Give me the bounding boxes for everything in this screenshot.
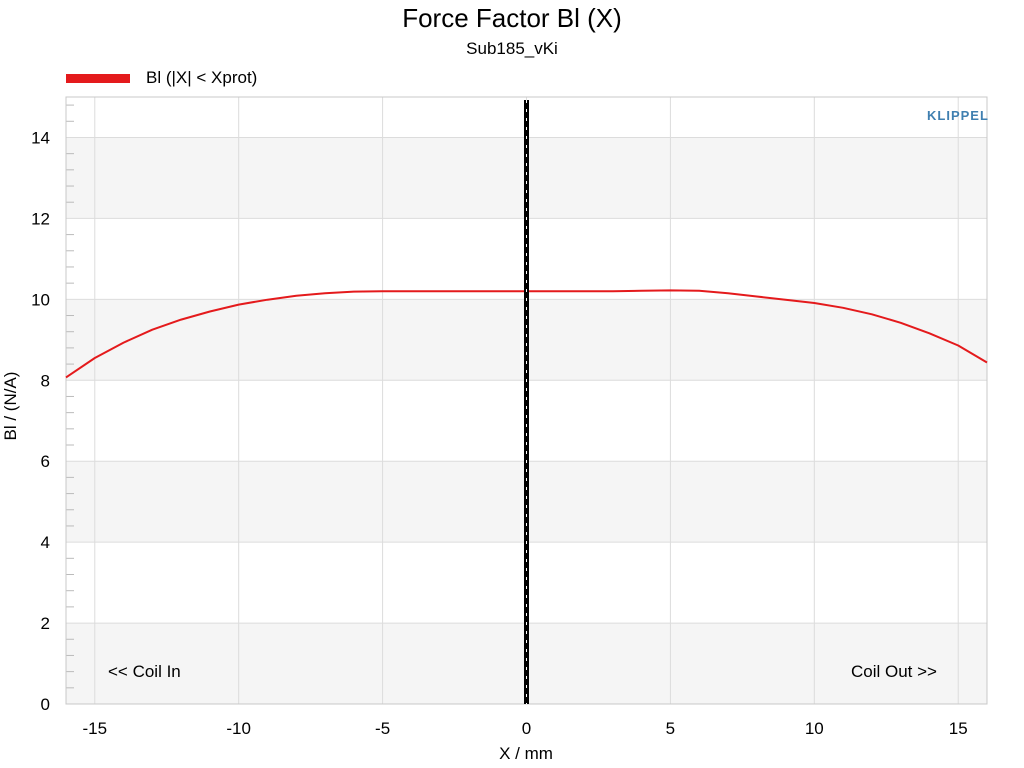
- y-tick-label: 0: [41, 695, 50, 714]
- legend: Bl (|X| < Xprot): [66, 67, 257, 89]
- x-tick-label: -5: [375, 719, 390, 738]
- klippel-logo: KLIPPEL: [927, 108, 989, 123]
- x-tick-label: 0: [522, 719, 531, 738]
- chart-title: Force Factor Bl (X): [402, 3, 622, 33]
- y-tick-label: 12: [31, 209, 50, 228]
- legend-swatch-bl: [66, 73, 130, 83]
- y-tick-label: 6: [41, 452, 50, 471]
- y-tick-label: 4: [41, 533, 50, 552]
- x-tick-label: -10: [226, 719, 251, 738]
- x-tick-label: -15: [82, 719, 107, 738]
- x-axis-label: X / mm: [499, 744, 553, 763]
- y-tick-labels: 0 2 4 6 8 10 12 14: [31, 128, 50, 714]
- y-minor-ticks: [66, 104, 74, 689]
- y-tick-label: 14: [31, 128, 50, 147]
- y-tick-label: 2: [41, 614, 50, 633]
- y-axis-label: Bl / (N/A): [1, 371, 20, 441]
- x-tick-label: 5: [666, 719, 675, 738]
- annotation-coil-in: << Coil In: [108, 662, 181, 681]
- annotation-coil-out: Coil Out >>: [851, 662, 937, 681]
- x-tick-label: 15: [949, 719, 968, 738]
- x-tick-label: 10: [805, 719, 824, 738]
- y-tick-label: 10: [31, 290, 50, 309]
- chart-subtitle: Sub185_vKi: [466, 39, 558, 58]
- x-tick-labels: -15 -10 -5 0 5 10 15: [82, 719, 967, 738]
- legend-label-bl: Bl (|X| < Xprot): [146, 68, 258, 87]
- y-tick-label: 8: [41, 371, 50, 390]
